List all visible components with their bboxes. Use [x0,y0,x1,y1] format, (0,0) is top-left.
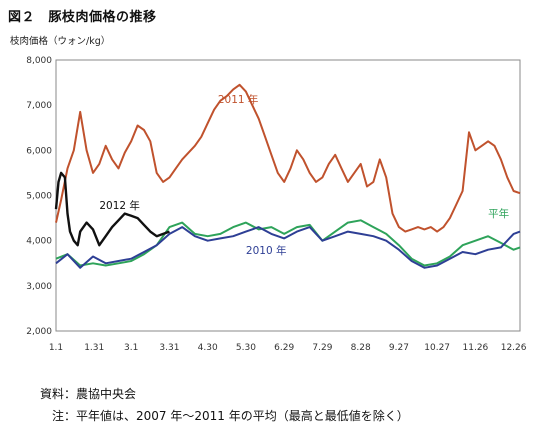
series-line [55,219,521,267]
figure-title: 図２ 豚枝肉価格の推移 [8,10,157,25]
x-tick-label: 3.1 [124,343,138,353]
x-tick-label: 11.26 [463,343,489,353]
x-tick-label: 1.1 [49,343,63,353]
series-label: 2010 年 [246,244,287,257]
source-note: 資料：農協中央会 [40,387,137,401]
series-label: 2011 年 [218,93,259,106]
plot-area [55,59,521,332]
series-label: 平年 [488,207,509,220]
y-tick-label: 5,000 [26,192,52,202]
x-tick-label: 9.27 [389,343,409,353]
x-tick-label: 5.30 [236,343,256,353]
x-tick-label: 3.31 [159,343,179,353]
series-line [55,83,521,233]
x-tick-label: 7.29 [312,343,332,353]
series-label: 2012 年 [99,199,140,212]
y-tick-label: 8,000 [26,56,52,66]
y-tick-label: 7,000 [26,101,52,111]
x-tick-label: 8.28 [351,343,371,353]
x-tick-label: 6.29 [274,343,294,353]
y-tick-label: 2,000 [26,327,52,337]
x-tick-label: 10.27 [424,343,450,353]
y-tick-label: 4,000 [26,237,52,247]
y-axis-unit-label: 枝肉価格（ウォン/kg） [10,36,111,47]
series-line [54,171,170,247]
series-labels: 平年 2010 年 2011 年 2012 年 [99,93,509,257]
x-tick-label: 1.31 [84,343,104,353]
x-tick-label: 12.26 [501,343,527,353]
y-axis-ticks: 2,000 3,000 4,000 5,000 6,000 7,000 8,000 [26,56,52,337]
y-tick-label: 3,000 [26,282,52,292]
y-tick-label: 6,000 [26,146,52,156]
series-line [55,226,521,269]
footnote: 注：平年値は、2007 年～2011 年の平均（最高と最低値を除く） [52,409,409,423]
series-lines [54,83,521,269]
x-tick-label: 4.30 [198,343,218,353]
x-axis-ticks: 1.1 1.31 3.1 3.31 4.30 5.30 6.29 7.29 8.28 9.27 10… [49,343,527,353]
